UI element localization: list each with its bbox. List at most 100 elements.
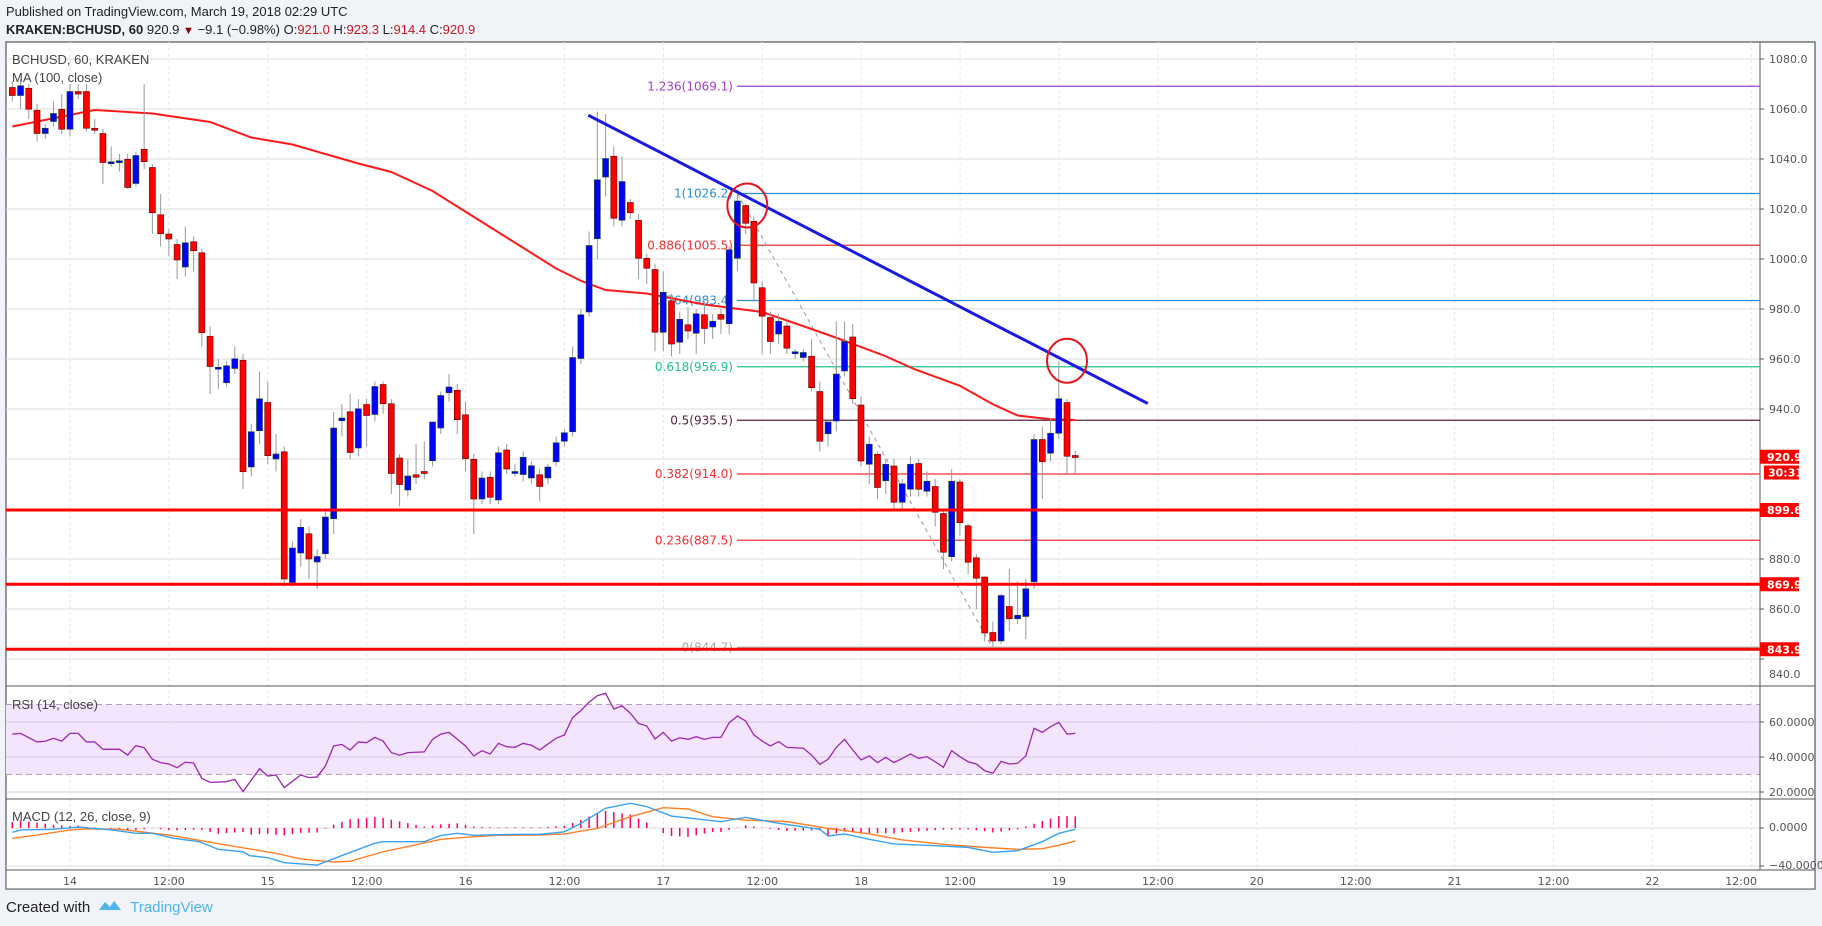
candle-down — [808, 355, 815, 389]
time-tick-label: 12:00 — [944, 875, 976, 888]
time-tick-label: 16 — [459, 875, 473, 888]
candle-down — [1006, 606, 1013, 620]
candle-up — [734, 200, 741, 259]
candle-up — [17, 85, 24, 96]
time-tick-label: 12:00 — [1538, 875, 1570, 888]
candle-down — [857, 404, 865, 462]
tradingview-link[interactable]: TradingView — [130, 898, 213, 916]
candle-down — [58, 108, 66, 130]
candle-up — [247, 431, 255, 468]
rsi-band — [6, 704, 1760, 775]
candle-up — [561, 432, 568, 442]
symbol-name: KRAKEN:BCHUSD, 60 — [6, 22, 144, 37]
candle-down — [536, 474, 543, 487]
candle-down — [470, 458, 478, 500]
candle-down — [874, 453, 881, 488]
candle-up — [495, 452, 502, 501]
candle-down — [915, 463, 923, 490]
time-tick-label: 15 — [261, 875, 275, 888]
candle-up — [231, 358, 239, 369]
down-triangle-icon: ▼ — [183, 25, 194, 37]
candle-down — [149, 167, 156, 214]
price-tick-label: 880.0 — [1769, 553, 1801, 566]
candle-down — [626, 202, 634, 214]
candle-down — [206, 335, 214, 367]
candle-down — [981, 576, 988, 634]
candle-down — [758, 287, 766, 317]
candle-down — [973, 557, 980, 579]
candle-up — [898, 483, 906, 503]
candle-up — [116, 160, 123, 164]
fib-level-label: 1(1026.2) — [674, 187, 733, 201]
candle-down — [190, 241, 197, 252]
candle-down — [264, 402, 272, 457]
candle-up — [676, 318, 684, 343]
candle-up — [41, 127, 49, 134]
published-note: Published on TradingView.com, March 19, … — [6, 4, 348, 19]
price-tag-label: 899.6 — [1767, 504, 1802, 517]
time-tick-label: 12:00 — [351, 875, 383, 888]
candle-up — [182, 242, 189, 268]
fib-level-label: 0.618(956.9) — [655, 360, 733, 374]
candle-up — [997, 595, 1005, 642]
candle-down — [816, 391, 824, 442]
candle-down — [165, 233, 173, 240]
time-axis — [5, 869, 1816, 890]
candle-up — [618, 181, 626, 221]
last-price: 920.9 — [146, 22, 180, 37]
candle-up — [429, 421, 436, 462]
candle-up — [355, 408, 362, 449]
candle-up — [50, 113, 57, 122]
candle-down — [701, 314, 708, 329]
resistance-trendline — [587, 113, 1149, 405]
price-tag-label: 869.9 — [1767, 578, 1802, 591]
candle-down — [91, 127, 98, 131]
candle-down — [462, 414, 469, 460]
created-with-label: Created with — [6, 898, 91, 916]
macd-line — [12, 802, 1076, 866]
candle-down — [363, 404, 370, 416]
candle-down — [388, 403, 395, 474]
highlight-circle — [1046, 337, 1089, 384]
candle-down — [890, 465, 898, 503]
candle-down — [99, 133, 107, 163]
candle-down — [379, 384, 387, 405]
fib-anchor-trend — [736, 193, 993, 648]
close-value: 920.9 — [442, 22, 476, 37]
candle-up — [907, 463, 914, 490]
candle-up — [1022, 588, 1030, 617]
price-tick-label: 1060.0 — [1769, 103, 1808, 116]
candle-up — [511, 471, 519, 474]
candle-up — [404, 475, 412, 491]
high-label: H: — [333, 22, 347, 37]
candle-up — [725, 249, 733, 325]
candle-down — [783, 325, 791, 349]
candle-down — [83, 91, 90, 129]
open-label: O: — [283, 22, 298, 37]
candle-down — [717, 314, 725, 320]
open-value: 921.0 — [297, 22, 330, 37]
price-tag — [1760, 642, 1799, 657]
ma-legend: MA (100, close) — [12, 70, 103, 85]
candle-up — [297, 526, 305, 554]
candle-down — [25, 87, 33, 110]
candle-up — [544, 466, 552, 479]
candle-up — [865, 443, 873, 465]
candle-up — [1055, 398, 1063, 434]
candle-down — [486, 476, 494, 498]
candle-down — [668, 300, 675, 345]
candle-down — [964, 525, 972, 563]
macd-tick-label: −40.0000 — [1769, 859, 1822, 872]
candle-up — [313, 556, 321, 563]
candle-down — [412, 474, 420, 478]
macd-signal-line — [12, 806, 1076, 863]
candle-up — [437, 395, 445, 429]
rsi-tick-label: 40.0000 — [1769, 751, 1815, 764]
candle-up — [1014, 614, 1021, 620]
candle-down — [1071, 455, 1079, 458]
price-tick-label: 1020.0 — [1769, 203, 1808, 216]
fib-level-label: 0(844.7) — [682, 640, 733, 654]
candle-up — [289, 547, 296, 583]
candle-down — [305, 533, 313, 560]
